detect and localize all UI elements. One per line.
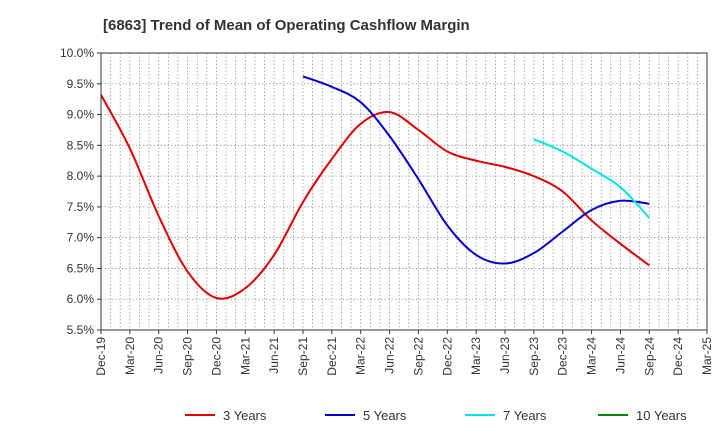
legend-label-3-years: 3 Years bbox=[223, 408, 267, 423]
x-tick-label: Dec-21 bbox=[325, 337, 339, 376]
y-tick-label: 7.0% bbox=[67, 231, 95, 245]
x-tick-label: Jun-23 bbox=[498, 337, 512, 374]
x-tick-label: Sep-21 bbox=[296, 337, 310, 376]
plot-frame bbox=[100, 52, 708, 331]
x-tick-label: Sep-20 bbox=[181, 337, 195, 376]
y-axis: 5.5% 6.0% 6.5% 7.0% 7.5% 8.0% 8.5% 9.0% 9.5% 10.0… bbox=[60, 46, 101, 337]
x-tick-label: Sep-24 bbox=[642, 337, 656, 376]
grid-lines bbox=[101, 53, 707, 330]
legend-label-10-years: 10 Years bbox=[636, 408, 687, 423]
y-tick-label: 6.0% bbox=[67, 292, 95, 306]
y-tick-label: 6.5% bbox=[67, 261, 95, 275]
x-tick-label: Jun-21 bbox=[267, 337, 281, 374]
x-tick-label: Mar-21 bbox=[238, 337, 252, 375]
y-tick-label: 5.5% bbox=[67, 323, 95, 337]
x-tick-label: Jun-24 bbox=[613, 337, 627, 374]
y-tick-label: 7.5% bbox=[67, 200, 95, 214]
x-tick-label: Dec-20 bbox=[209, 337, 223, 376]
x-tick-label: Dec-22 bbox=[440, 337, 454, 376]
y-tick-label: 8.5% bbox=[67, 138, 95, 152]
x-tick-label: Mar-20 bbox=[123, 337, 137, 375]
x-tick-label: Mar-24 bbox=[585, 337, 599, 375]
y-tick-label: 9.0% bbox=[67, 108, 95, 122]
x-tick-label: Jun-22 bbox=[383, 337, 397, 374]
x-tick-label: Dec-23 bbox=[556, 337, 570, 376]
x-tick-label: Jun-20 bbox=[152, 337, 166, 374]
x-tick-label: Dec-19 bbox=[94, 337, 108, 376]
y-tick-label: 9.5% bbox=[67, 77, 95, 91]
x-tick-label: Mar-25 bbox=[700, 337, 714, 375]
y-tick-label: 10.0% bbox=[60, 46, 94, 60]
plot-area bbox=[100, 52, 708, 331]
legend-label-7-years: 7 Years bbox=[503, 408, 547, 423]
x-tick-label: Mar-23 bbox=[469, 337, 483, 375]
x-tick-label: Sep-23 bbox=[527, 337, 541, 376]
legend: 3 Years 5 Years 7 Years 10 Years bbox=[185, 408, 687, 423]
x-tick-label: Dec-24 bbox=[671, 337, 685, 376]
x-tick-label: Sep-22 bbox=[411, 337, 425, 376]
chart-title: [6863] Trend of Mean of Operating Cashfl… bbox=[103, 17, 470, 34]
series-line-5-years bbox=[302, 75, 650, 265]
series-layer bbox=[100, 75, 651, 300]
x-axis: Dec-19 Mar-20 Jun-20 Sep-20 Dec-20 Mar-21 Jun-… bbox=[94, 330, 714, 376]
legend-label-5-years: 5 Years bbox=[363, 408, 407, 423]
series-line-7-years bbox=[533, 138, 651, 219]
x-tick-label: Mar-22 bbox=[354, 337, 368, 375]
y-tick-label: 8.0% bbox=[67, 169, 95, 183]
